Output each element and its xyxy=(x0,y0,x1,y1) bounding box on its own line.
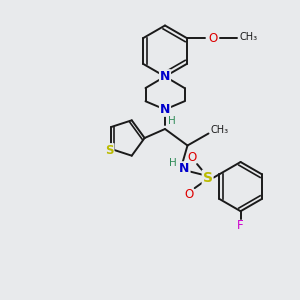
Text: CH₃: CH₃ xyxy=(211,125,229,136)
Text: N: N xyxy=(179,162,190,175)
Text: S: S xyxy=(105,144,114,157)
Text: N: N xyxy=(160,103,170,116)
Text: O: O xyxy=(187,151,196,164)
Text: H: H xyxy=(169,158,177,168)
Text: N: N xyxy=(160,70,170,83)
Text: S: S xyxy=(202,171,213,184)
Text: O: O xyxy=(184,188,193,201)
Text: H: H xyxy=(168,116,176,126)
Text: CH₃: CH₃ xyxy=(239,32,258,42)
Text: O: O xyxy=(208,32,217,45)
Text: F: F xyxy=(237,219,244,232)
